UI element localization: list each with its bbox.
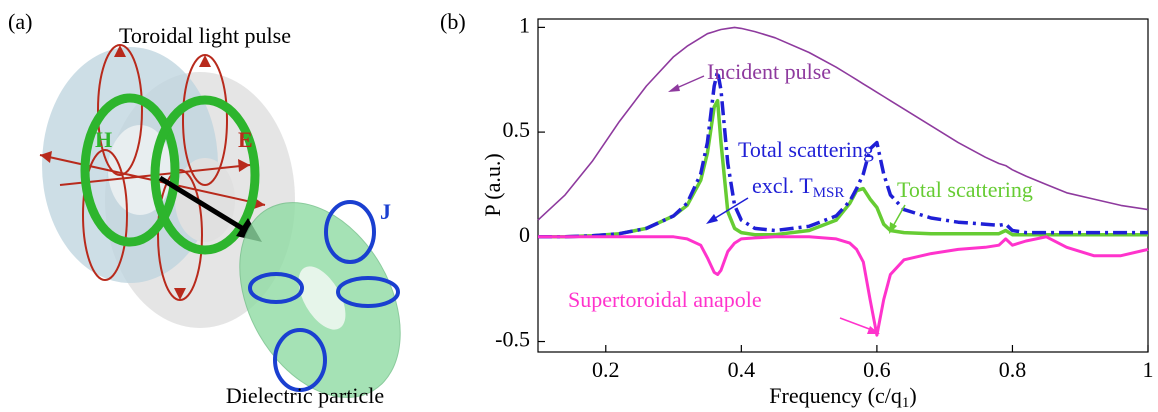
plot-area: -0.5 0 0.5 1 0.2 0.4 0.6 0.8 1 (495, 12, 1153, 382)
annotation: Total scattering (897, 177, 1033, 202)
x-axis-label-part: Frequency (c/q (769, 383, 902, 408)
panel-label: (b) (440, 9, 466, 34)
x-axis-label-sub: 1 (902, 395, 910, 411)
annotation: excl. TMSR (752, 173, 844, 201)
y-axis-label: P (a.u.) (480, 153, 505, 216)
panel-label: (a) (8, 9, 32, 34)
dielectric-particle-illustration (239, 200, 401, 398)
x-axis-label-part: ) (909, 383, 916, 408)
x-axis-label: Frequency (c/q1) (769, 383, 916, 411)
h-label: H (95, 127, 112, 152)
illustration-title: Toroidal light pulse (119, 23, 291, 48)
series-line (538, 98, 1148, 239)
x-tick-label: 0.8 (999, 357, 1027, 382)
y-tick-label: 0 (519, 222, 530, 247)
y-tick-label: 0.5 (503, 117, 531, 142)
x-tick-label: 0.4 (728, 357, 756, 382)
x-tick-label: 0.6 (863, 357, 891, 382)
annotation: Total scattering (738, 137, 874, 162)
e-label: E (238, 127, 253, 152)
series-line (538, 69, 1148, 239)
annotation-sub: MSR (813, 185, 845, 201)
series-line (537, 26, 1149, 221)
x-tick-label: 1 (1143, 357, 1154, 382)
plot-frame (537, 18, 1149, 353)
y-tick-label: -0.5 (495, 327, 530, 352)
y-tick-label: 1 (519, 12, 530, 37)
annotation: Incident pulse (707, 59, 831, 84)
j-label: J (380, 199, 391, 224)
x-tick-label: 0.2 (592, 357, 620, 382)
annotation-part: excl. T (752, 173, 813, 198)
series-line (538, 235, 1149, 337)
annotation: Supertoroidal anapole (568, 287, 762, 312)
illustration-caption: Dielectric particle (226, 383, 384, 408)
annotations: Incident pulse Total scattering excl. TM… (568, 59, 1033, 334)
toroidal-pulse-illustration (39, 44, 295, 328)
